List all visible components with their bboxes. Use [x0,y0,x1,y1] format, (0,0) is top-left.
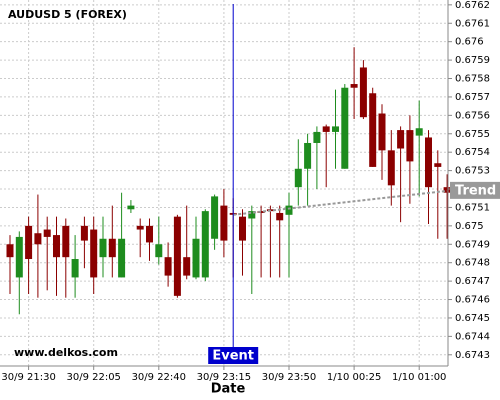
candle-body [257,211,265,213]
y-tick-label: 0.6755 [455,129,490,140]
event-label-box [208,347,259,364]
x-tick-label: 1/10 00:25 [327,372,381,383]
candle-body [155,244,163,258]
candle-body [201,211,209,278]
candle-body [350,84,358,88]
x-tick-label: 30/9 21:30 [1,372,55,383]
candle-body [6,244,14,258]
candle-body [322,126,330,132]
candle-body [359,67,367,118]
x-tick-label: 30/9 23:50 [262,372,316,383]
trend-label-box [450,181,500,199]
chart-title: AUDUSD 5 (FOREX) [8,8,127,21]
y-tick-label: 0.676 [455,37,484,48]
candle-body [164,257,172,276]
candle-body [108,238,116,258]
trend-label: Trend [455,183,496,198]
candle-body [80,225,88,241]
x-tick-label: 30/9 23:15 [197,372,251,383]
candle-body [62,225,70,258]
plot [6,47,451,315]
x-axis-title: Date [211,382,246,397]
event-label: Event [212,349,254,364]
y-tick-label: 0.6747 [455,276,490,287]
y-tick-label: 0.6758 [455,74,490,85]
y-tick-label: 0.6751 [455,202,490,213]
candle-body [387,150,395,186]
candle-body [415,128,423,136]
candle-body [183,257,191,276]
candle-body [90,229,98,278]
y-tick-label: 0.6761 [455,18,490,29]
candle-body [192,238,200,278]
y-tick-label: 0.6753 [455,166,490,177]
y-tick-label: 0.6743 [455,350,490,361]
x-tick-label: 30/9 22:40 [132,372,186,383]
candle-body [332,126,339,132]
x-tick-label: 30/9 22:05 [66,372,120,383]
candle-body [211,196,219,239]
y-tick-label: 0.6746 [455,295,490,306]
y-tick-label: 0.6756 [455,110,490,121]
candle-body [248,211,256,219]
candle-body [276,212,284,221]
watermark: www.delkos.com [14,346,118,359]
y-tick-label: 0.6757 [455,92,490,103]
trend-line [233,189,448,216]
candle-body [285,205,293,215]
candle-body [239,216,246,241]
candle-body [369,93,377,167]
candle-body [425,137,432,188]
candle-body [136,225,144,230]
candle-body [118,238,126,278]
candle-body [173,216,181,296]
candle-body [127,205,135,210]
candle-body [220,205,228,241]
candle-body [43,229,51,237]
y-tick-label: 0.6748 [455,258,490,269]
y-tick-label: 0.6754 [455,147,490,158]
candle-body [25,225,33,260]
y-tick-label: 0.6745 [455,313,490,324]
candle-body [146,225,153,243]
y-tick-label: 0.6759 [455,55,490,66]
y-tick-label: 0.6749 [455,239,490,250]
candle-body [99,238,107,258]
candle-body [313,131,321,143]
candle-body [378,113,386,151]
candle-body [71,259,79,278]
candle-body [443,187,451,193]
candle-body [304,142,312,169]
candle-body [341,87,349,169]
candle-body [406,130,414,162]
candle-body [34,233,42,245]
candle-body [434,163,442,167]
candle-body [397,130,405,149]
y-tick-label: 0.6744 [455,331,490,342]
candle-body [15,236,23,278]
y-tick-label: 0.675 [455,221,484,232]
x-tick-label: 1/10 01:00 [392,372,446,383]
candle-body [53,235,60,258]
candle-body [294,168,302,188]
y-tick-label: 0.6762 [455,0,490,11]
